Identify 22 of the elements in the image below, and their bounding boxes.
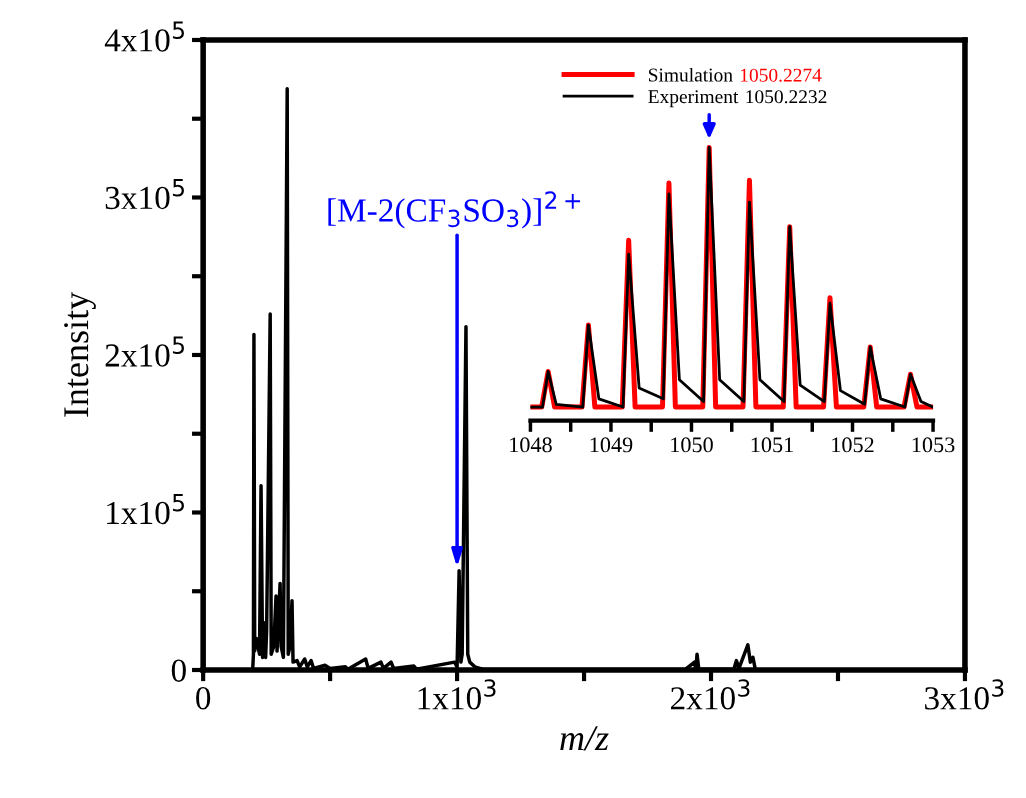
- x-tick-label: 1048: [510, 437, 552, 453]
- annotation: 1050.2232: [746, 90, 827, 104]
- annotation: 1050.2274: [740, 68, 822, 82]
- x-tick-label: 3x10$^{3}$: [925, 679, 1004, 710]
- x-tick-label: 0: [196, 686, 211, 710]
- x-tick-label: 1051: [751, 437, 793, 453]
- y-tick-label: 4x10$^{5}$: [104, 21, 184, 52]
- x-tick-label: 2x10$^{3}$: [670, 679, 750, 710]
- x-tick-label: 1x10$^{3}$: [418, 679, 496, 710]
- x-tick-label: 1052: [832, 437, 874, 453]
- x-tick-label: 1050: [671, 437, 713, 453]
- y-tick-label: 3x10$^{5}$: [105, 179, 184, 210]
- y-tick-label: 1x10$^{5}$: [107, 494, 184, 525]
- x-tick-label: 1049: [590, 437, 633, 453]
- y-axis-title: Intensity: [64, 291, 96, 417]
- x-tick-label: 1053: [912, 437, 955, 453]
- y-tick-label: 2x10$^{5}$: [105, 336, 184, 367]
- annotation: [M-2(CF$_{3}$SO$_{3}$)]$^{2+}$: [328, 191, 581, 229]
- x-axis-title: m/z: [560, 726, 609, 751]
- y-tick-label: 0: [171, 659, 186, 682]
- legend-label: Simulation: [648, 67, 733, 82]
- legend-label: Experiment: [648, 90, 739, 108]
